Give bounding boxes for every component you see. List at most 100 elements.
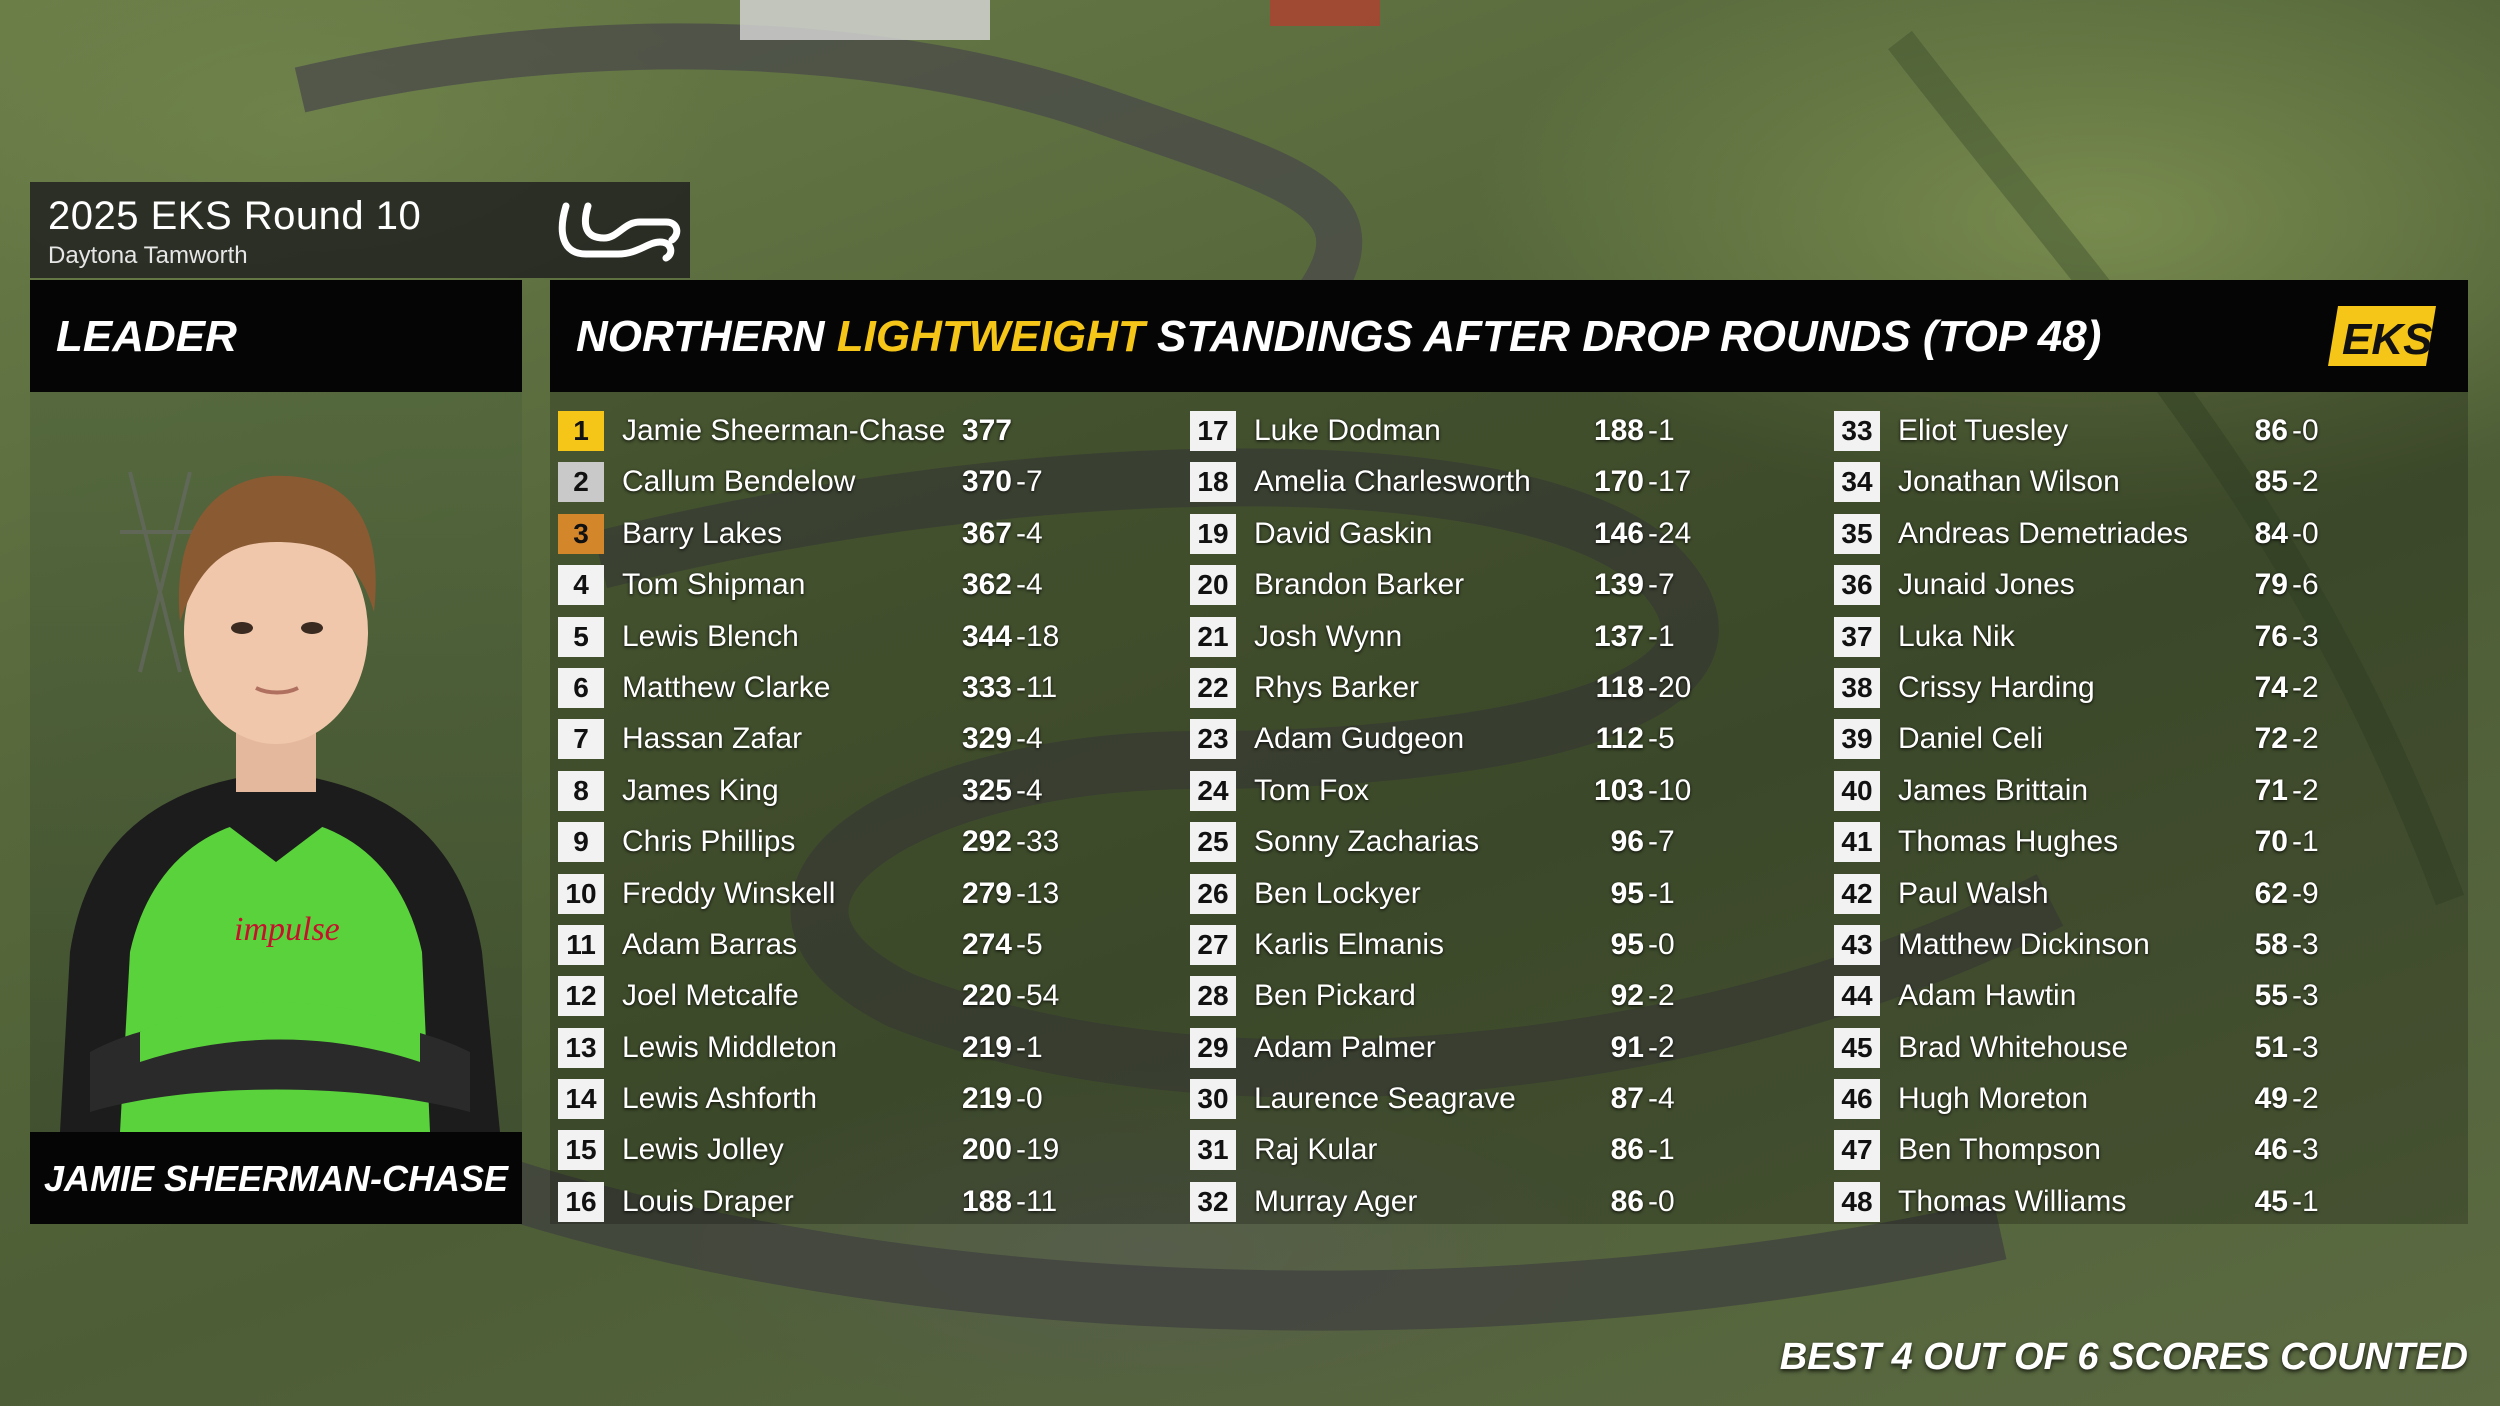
standings-row: 39 Daniel Celi 72 -2	[1826, 712, 2466, 763]
driver-name: Luka Nik	[1898, 619, 2015, 653]
standings-row: 38 Crissy Harding 74 -2	[1826, 661, 2466, 712]
position-badge: 28	[1190, 976, 1236, 1017]
dropped-points: -7	[1016, 465, 1043, 499]
dropped-points: -9	[2292, 876, 2319, 910]
points-value: 87	[1610, 1082, 1644, 1116]
driver-name: Crissy Harding	[1898, 670, 2095, 704]
standings-row: 2 Callum Bendelow 370 -7	[550, 455, 1190, 506]
driver-name: Sonny Zacharias	[1254, 825, 1480, 859]
eks-logo-icon: EKS	[2328, 306, 2436, 366]
standings-row: 24 Tom Fox 103 -10	[1182, 764, 1822, 815]
dropped-points: -4	[1648, 1082, 1675, 1116]
position-badge: 32	[1190, 1181, 1236, 1222]
points-value: 188	[961, 1184, 1012, 1218]
driver-name: James King	[622, 773, 779, 807]
standings-row: 14 Lewis Ashforth 219 -0	[550, 1072, 1190, 1123]
points-value: 219	[961, 1030, 1012, 1064]
dropped-points: -6	[2292, 568, 2319, 602]
eks-logo-text: EKS	[2342, 315, 2432, 364]
points-value: 58	[2254, 927, 2288, 961]
standings-row: 3 Barry Lakes 367 -4	[550, 507, 1190, 558]
standings-row: 13 Lewis Middleton 219 -1	[550, 1021, 1190, 1072]
points-value: 333	[961, 670, 1012, 704]
driver-name: Matthew Dickinson	[1898, 927, 2150, 961]
position-badge: 9	[558, 822, 604, 863]
position-badge: 20	[1190, 565, 1236, 606]
position-badge: 26	[1190, 873, 1236, 914]
position-badge: 2	[558, 462, 604, 503]
position-badge: 11	[558, 924, 604, 965]
dropped-points: -5	[1648, 722, 1675, 756]
points-value: 95	[1610, 927, 1644, 961]
standings-row: 21 Josh Wynn 137 -1	[1182, 610, 1822, 661]
standings-row: 46 Hugh Moreton 49 -2	[1826, 1072, 2466, 1123]
points-value: 46	[2254, 1133, 2288, 1167]
points-value: 62	[2254, 876, 2288, 910]
driver-name: Callum Bendelow	[622, 465, 856, 499]
dropped-points: -1	[1648, 1133, 1675, 1167]
standings-title: NORTHERN LIGHTWEIGHT STANDINGS AFTER DRO…	[576, 312, 2101, 362]
driver-portrait-icon: impulse	[60, 471, 500, 1132]
dropped-points: -2	[2292, 465, 2319, 499]
standings-row: 11 Adam Barras 274 -5	[550, 918, 1190, 969]
position-badge: 48	[1834, 1181, 1880, 1222]
event-title: 2025 EKS Round 10	[48, 194, 422, 238]
points-value: 344	[961, 619, 1012, 653]
driver-name: Matthew Clarke	[622, 670, 831, 704]
points-value: 86	[2254, 414, 2288, 447]
points-value: 112	[1595, 722, 1644, 756]
driver-name: Hassan Zafar	[622, 722, 803, 756]
dropped-points: -1	[1648, 876, 1675, 910]
leader-name: JAMIE SHEERMAN-CHASE	[43, 1158, 509, 1199]
dropped-points: -11	[1016, 670, 1058, 704]
driver-name: Daniel Celi	[1898, 722, 2044, 756]
position-badge: 10	[558, 873, 604, 914]
points-value: 86	[1610, 1184, 1644, 1218]
points-value: 200	[961, 1133, 1012, 1167]
standings-row: 43 Matthew Dickinson 58 -3	[1826, 918, 2466, 969]
standings-row: 31 Raj Kular 86 -1	[1182, 1123, 1822, 1174]
standings-column-2: 17 Luke Dodman 188 -1 18 Amelia Charlesworth 1…	[1182, 404, 1822, 1226]
standings-table: 1 Jamie Sheerman-Chase 377 2 Callum Bendelow…	[550, 392, 2468, 1224]
dropped-points: -0	[1016, 1082, 1043, 1116]
driver-name: Jonathan Wilson	[1898, 465, 2120, 499]
driver-name: Lewis Middleton	[622, 1030, 838, 1064]
leader-heading-bar: LEADER	[30, 280, 522, 392]
position-badge: 37	[1834, 616, 1880, 657]
driver-name: Ben Lockyer	[1254, 876, 1421, 910]
dropped-points: -3	[2292, 979, 2319, 1013]
driver-name: Brad Whitehouse	[1898, 1030, 2129, 1064]
position-badge: 16	[558, 1181, 604, 1222]
position-badge: 47	[1834, 1130, 1880, 1171]
points-value: 96	[1610, 825, 1644, 859]
driver-name: Jamie Sheerman-Chase	[622, 414, 946, 447]
points-value: 146	[1593, 516, 1644, 550]
points-value: 170	[1593, 465, 1644, 499]
points-value: 45	[2254, 1184, 2288, 1218]
position-badge: 31	[1190, 1130, 1236, 1171]
standings-row: 37 Luka Nik 76 -3	[1826, 610, 2466, 661]
points-value: 92	[1610, 979, 1644, 1013]
dropped-points: -18	[1016, 619, 1060, 653]
points-value: 279	[961, 876, 1012, 910]
standings-row: 25 Sonny Zacharias 96 -7	[1182, 815, 1822, 866]
driver-name: Adam Palmer	[1254, 1030, 1436, 1064]
points-value: 74	[2254, 670, 2288, 704]
position-badge: 33	[1834, 411, 1880, 451]
position-badge: 39	[1834, 719, 1880, 760]
driver-name: Louis Draper	[622, 1184, 794, 1218]
position-badge: 12	[558, 976, 604, 1017]
points-value: 219	[961, 1082, 1012, 1116]
position-badge: 40	[1834, 770, 1880, 811]
standings-column-3: 33 Eliot Tuesley 86 -0 34 Jonathan Wilson 85 -2…	[1826, 404, 2466, 1226]
standings-row: 19 David Gaskin 146 -24	[1182, 507, 1822, 558]
driver-name: Lewis Jolley	[622, 1133, 784, 1167]
dropped-points: -19	[1016, 1133, 1060, 1167]
position-badge: 13	[558, 1027, 604, 1068]
points-value: 91	[1610, 1030, 1644, 1064]
standings-row: 33 Eliot Tuesley 86 -0	[1826, 404, 2466, 455]
position-badge: 46	[1834, 1079, 1880, 1120]
standings-row: 40 James Brittain 71 -2	[1826, 764, 2466, 815]
position-badge: 3	[558, 513, 604, 554]
leader-photo: impulse	[30, 392, 522, 1132]
